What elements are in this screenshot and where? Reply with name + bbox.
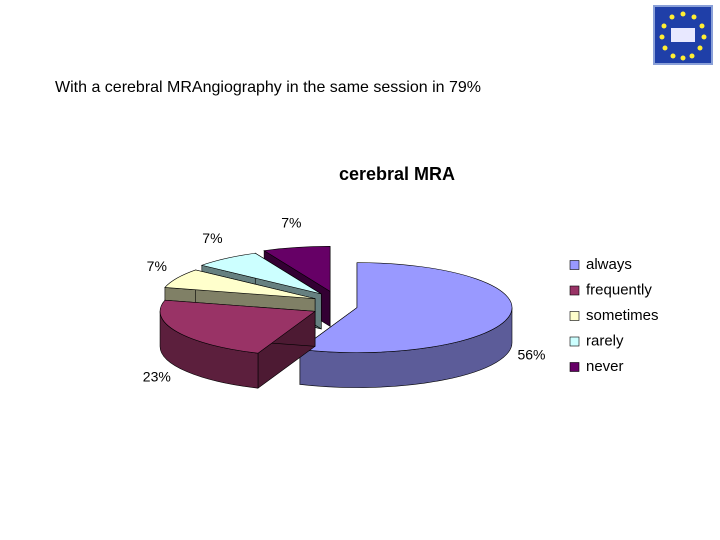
pie-slice [299, 262, 513, 388]
legend: always frequently sometimes rarely never [569, 256, 659, 375]
legend-label: never [586, 358, 624, 375]
legend-label: always [586, 256, 632, 273]
slice-top [299, 262, 513, 353]
legend-swatch [569, 260, 580, 270]
data-label: 56% [517, 346, 545, 362]
legend-swatch [569, 336, 580, 347]
slice-top [200, 252, 322, 295]
slice-top [159, 299, 316, 354]
slice-top [164, 269, 316, 299]
legend-swatch [569, 285, 580, 296]
logo-mark [671, 28, 695, 42]
logo [653, 5, 713, 65]
pie-slice [159, 299, 316, 389]
chart-title: cerebral MRA [339, 164, 455, 184]
logo-stars [659, 11, 707, 61]
slide-text: With a cerebral MRAngiography in the sam… [55, 79, 481, 96]
slice-top [263, 246, 331, 292]
data-label: 7% [202, 230, 222, 246]
data-label: 23% [143, 368, 171, 384]
data-label: 7% [147, 258, 167, 274]
pie: 56% 23% 7% 7% 7% [143, 215, 545, 389]
legend-swatch [569, 362, 580, 372]
legend-swatch [569, 311, 580, 321]
legend-label: rarely [586, 332, 624, 349]
legend-label: sometimes [586, 307, 659, 324]
legend-label: frequently [586, 281, 652, 298]
data-label: 7% [281, 215, 301, 231]
